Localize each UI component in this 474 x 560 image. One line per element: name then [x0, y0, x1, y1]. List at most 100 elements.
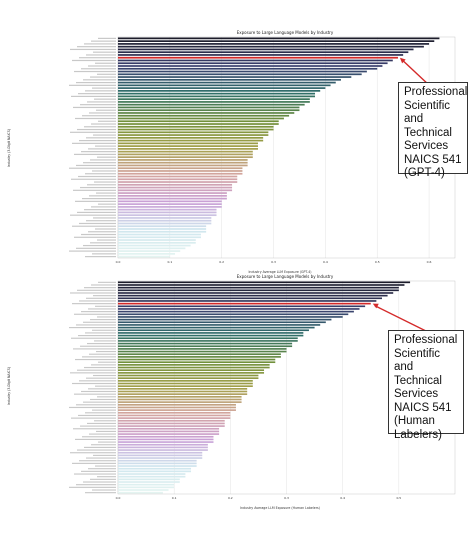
bar	[118, 186, 233, 189]
bar	[118, 380, 253, 382]
category-label	[91, 40, 116, 42]
y-axis-label: Industry (3-Digit NAICS)	[7, 129, 11, 167]
bar	[118, 103, 305, 106]
bar	[118, 114, 290, 117]
category-label	[92, 170, 116, 172]
bar	[118, 230, 207, 233]
category-label	[94, 98, 116, 100]
bar-highlighted	[118, 302, 371, 305]
bar	[118, 446, 208, 449]
bar	[118, 134, 269, 136]
category-label	[81, 390, 116, 393]
bar	[118, 123, 279, 125]
bar	[118, 385, 253, 387]
category-label	[80, 425, 116, 427]
category-label	[88, 388, 116, 390]
bar	[118, 128, 274, 131]
bar	[118, 337, 298, 340]
category-label	[79, 57, 116, 59]
bar	[118, 316, 343, 318]
category-label	[95, 305, 116, 307]
category-label	[86, 54, 116, 56]
category-label	[82, 115, 116, 117]
category-label	[87, 422, 116, 425]
callout-line: Services	[404, 140, 449, 152]
category-label	[75, 117, 116, 120]
bar	[118, 70, 367, 73]
bar	[118, 366, 270, 369]
callout-line: Services	[394, 388, 439, 400]
category-label	[77, 46, 116, 48]
category-label	[88, 231, 116, 233]
y-axis-label: Industry (3-Digit NAICS)	[7, 367, 11, 405]
bar	[118, 219, 212, 222]
category-label	[97, 476, 116, 478]
category-label	[78, 414, 116, 417]
category-label	[69, 406, 116, 409]
category-label	[77, 128, 116, 131]
bar	[118, 473, 186, 475]
category-label	[96, 430, 116, 433]
category-label	[96, 350, 116, 353]
category-label	[72, 225, 116, 227]
bar	[118, 109, 300, 112]
category-label	[70, 372, 116, 374]
category-label	[83, 162, 116, 164]
category-label	[69, 84, 116, 86]
bar	[118, 345, 293, 348]
category-label	[87, 342, 116, 345]
category-label	[74, 393, 116, 395]
category-label	[86, 137, 116, 139]
callout-line: Technical	[404, 126, 452, 139]
category-label	[84, 209, 116, 211]
bar	[118, 324, 321, 326]
category-label	[97, 239, 116, 241]
bar	[118, 356, 281, 358]
category-label	[93, 374, 116, 377]
category-label	[88, 148, 116, 150]
bar	[118, 214, 217, 217]
bar	[118, 401, 242, 403]
category-label	[84, 366, 116, 369]
bar	[118, 67, 378, 70]
bar	[118, 361, 276, 364]
x-tick-label: 0.4	[340, 496, 345, 500]
bar	[118, 422, 225, 425]
category-label	[77, 211, 116, 214]
bar	[118, 194, 227, 197]
category-label	[76, 484, 116, 486]
category-label	[92, 253, 116, 255]
category-label	[84, 43, 116, 45]
bar	[118, 181, 238, 183]
category-label	[86, 220, 116, 222]
x-tick-label: 0.4	[323, 260, 328, 264]
x-tick-label: 0.3	[284, 496, 289, 500]
bar	[118, 443, 208, 446]
bar	[118, 120, 279, 123]
category-label	[76, 324, 116, 326]
category-label	[83, 79, 116, 81]
chart-title: Exposure to Large Language Models by Ind…	[237, 274, 334, 279]
category-label	[84, 287, 116, 289]
x-axis-label: Industry Average LLM Exposure (Human Lab…	[240, 506, 320, 510]
category-label	[86, 377, 116, 379]
category-label	[78, 175, 116, 178]
category-label	[97, 73, 116, 75]
category-label	[95, 465, 116, 467]
category-label	[82, 198, 116, 200]
bar	[118, 465, 197, 467]
bar	[118, 76, 352, 78]
category-label	[75, 438, 116, 440]
bar	[118, 454, 203, 457]
category-label	[76, 404, 116, 406]
category-label	[76, 81, 116, 84]
bar	[118, 136, 264, 139]
bar	[118, 43, 430, 45]
category-label	[84, 126, 116, 128]
category-label	[84, 446, 116, 448]
x-tick-label: 0.0	[116, 260, 121, 264]
bar	[118, 398, 242, 401]
bar	[118, 236, 201, 239]
bar	[118, 433, 220, 435]
